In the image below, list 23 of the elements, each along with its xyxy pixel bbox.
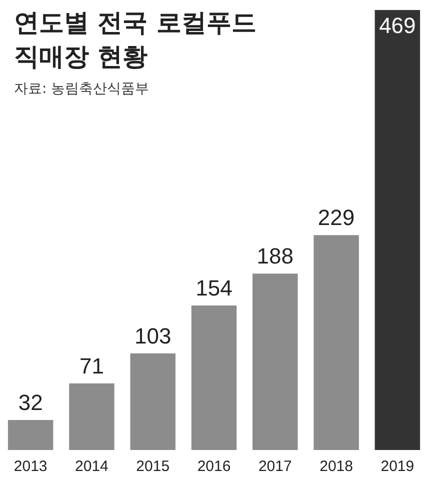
bar xyxy=(374,10,420,450)
x-tick-label: 2015 xyxy=(136,458,170,476)
bar xyxy=(252,274,298,450)
data-label: 103 xyxy=(134,323,172,348)
bar xyxy=(191,306,237,450)
bar xyxy=(314,235,359,450)
bar xyxy=(69,383,114,450)
x-tick-label: 2018 xyxy=(320,458,353,476)
x-tick-label: 2017 xyxy=(258,458,292,476)
x-tick-label: 2013 xyxy=(14,458,48,476)
data-label: 154 xyxy=(196,276,232,301)
bar xyxy=(130,353,176,450)
text: 자료: 농림축산식품부 xyxy=(14,80,150,98)
data-label: 32 xyxy=(18,390,43,416)
x-tick-label: 2019 xyxy=(380,458,414,476)
data-label: 71 xyxy=(79,353,104,378)
data-label: 188 xyxy=(256,244,294,269)
data-label: 469 xyxy=(379,13,416,38)
x-tick-label: 2016 xyxy=(197,458,231,476)
text: 연도별 전국 로컬푸드 직매장 현황 xyxy=(14,7,258,73)
data-label: 229 xyxy=(318,205,355,230)
x-tick-label: 2014 xyxy=(75,458,108,476)
bar xyxy=(8,420,54,450)
